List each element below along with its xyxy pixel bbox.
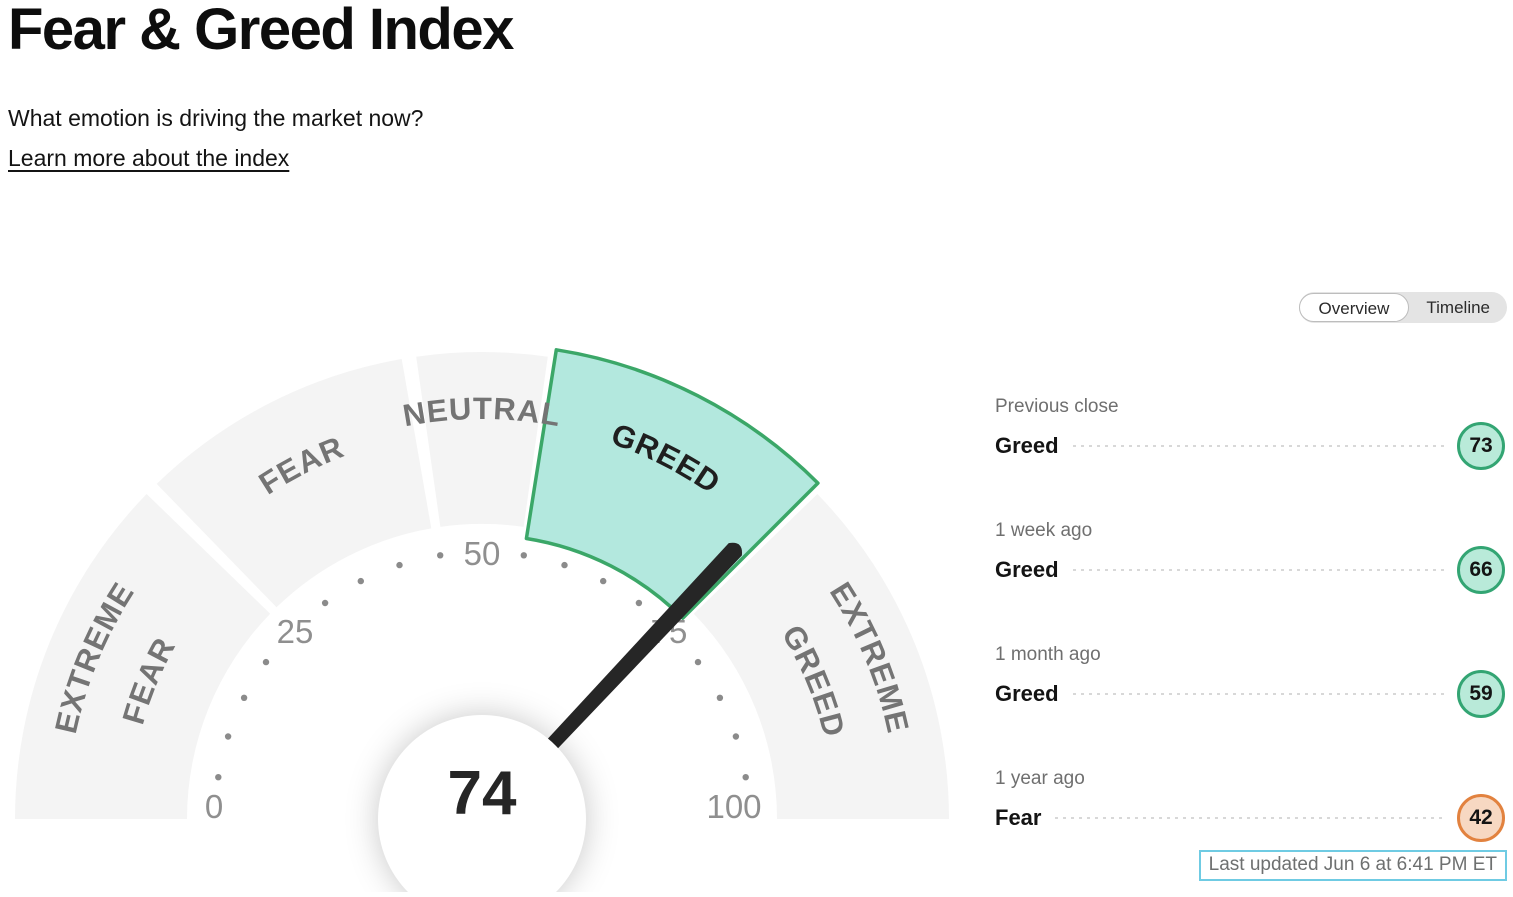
gauge-value: 74: [448, 759, 517, 828]
history-row-previous-close: Previous close Greed 73: [995, 396, 1507, 470]
history-value-badge: 42: [1457, 794, 1505, 842]
history-line: Fear 42: [995, 794, 1507, 842]
history-period: Previous close: [995, 396, 1119, 417]
dotted-leader: [1072, 693, 1445, 695]
history-row-1-month: 1 month ago Greed 59: [995, 644, 1507, 718]
history-sentiment: Greed: [995, 557, 1059, 582]
fear-greed-gauge: EXTREME FEAR FEAR NEUTRAL GREED EXTREME …: [0, 330, 960, 897]
history-sentiment: Greed: [995, 433, 1059, 458]
dotted-leader: [1072, 569, 1445, 571]
dotted-leader: [1055, 817, 1445, 819]
gauge-hub: [378, 715, 586, 897]
tab-timeline[interactable]: Timeline: [1426, 298, 1490, 317]
history-panel: Previous close Greed 73 1 week ago Greed…: [995, 396, 1507, 892]
page-header: Fear & Greed Index What emotion is drivi…: [8, 0, 514, 172]
history-value-badge: 73: [1457, 422, 1505, 470]
view-toggle: Overview Timeline: [1298, 292, 1507, 323]
tick-100: 100: [706, 788, 761, 825]
last-updated-badge: Last updated Jun 6 at 6:41 PM ET: [1198, 850, 1507, 881]
segment-fear: [156, 359, 432, 608]
history-row-1-week: 1 week ago Greed 66: [995, 520, 1507, 594]
gauge: EXTREME FEAR FEAR NEUTRAL GREED EXTREME …: [14, 348, 949, 897]
segment-greed-selected: [524, 348, 820, 620]
history-sentiment: Greed: [995, 681, 1059, 706]
dial-dots: [215, 552, 749, 781]
history-line: Greed 59: [995, 670, 1507, 718]
segment-extreme-fear: [14, 494, 271, 819]
history-value-badge: 66: [1457, 546, 1505, 594]
history-line: Greed 73: [995, 422, 1507, 470]
history-row-1-year: 1 year ago Fear 42: [995, 768, 1507, 842]
learn-more-link[interactable]: Learn more about the index: [8, 144, 290, 171]
page-subtitle: What emotion is driving the market now?: [8, 104, 424, 131]
tick-25: 25: [277, 613, 314, 650]
tick-50: 50: [464, 535, 501, 572]
history-value-badge: 59: [1457, 670, 1505, 718]
segment-extreme-greed: [693, 494, 949, 819]
segment-neutral: [416, 352, 548, 527]
tab-overview[interactable]: Overview: [1298, 293, 1410, 322]
tick-0: 0: [205, 788, 223, 825]
history-sentiment: Fear: [995, 805, 1042, 830]
history-period: 1 month ago: [995, 644, 1101, 665]
history-line: Greed 66: [995, 546, 1507, 594]
page-title: Fear & Greed Index: [8, 0, 514, 62]
history-period: 1 week ago: [995, 520, 1093, 541]
dotted-leader: [1072, 445, 1445, 447]
history-period: 1 year ago: [995, 768, 1085, 789]
